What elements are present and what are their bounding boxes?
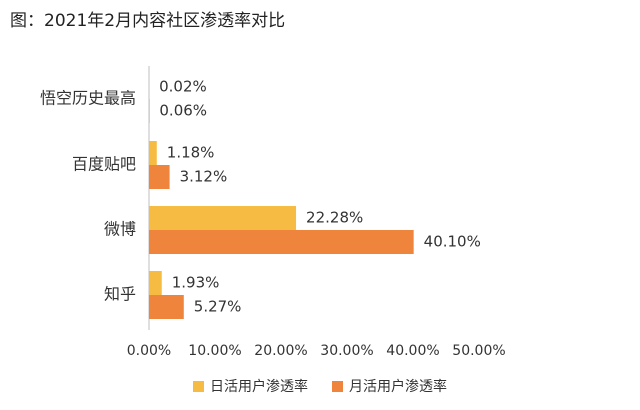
x-tick-label: 20.00%: [254, 343, 307, 359]
data-label-daily: 0.02%: [159, 78, 207, 96]
category-label: 悟空历史最高: [40, 89, 136, 108]
data-label-daily: 1.93%: [172, 274, 220, 292]
category-label: 微博: [104, 220, 136, 239]
bar-monthly: [149, 230, 414, 254]
data-label-monthly: 0.06%: [159, 102, 207, 120]
data-label-monthly: 40.10%: [424, 233, 481, 251]
bar-daily: [149, 206, 297, 230]
bar-monthly: [149, 165, 170, 189]
category-label: 知乎: [104, 285, 136, 304]
legend-label-monthly: 月活用户渗透率: [349, 379, 447, 395]
chart-title: 图：2021年2月内容社区渗透率对比: [10, 11, 286, 31]
bar-daily: [149, 141, 157, 165]
legend-swatch-monthly: [332, 380, 343, 392]
legend: 日活用户渗透率 月活用户渗透率: [0, 376, 640, 396]
data-label-daily: 22.28%: [306, 209, 363, 227]
legend-swatch-daily: [193, 380, 204, 392]
data-label-monthly: 3.12%: [180, 168, 228, 186]
data-labels: 0.02% 0.06% 1.18% 3.12% 22.28% 40.10% 1.93% 5.2…: [159, 78, 481, 316]
x-tick-labels: 0.00% 10.00% 20.00% 30.00% 40.00% 50.00%: [127, 343, 506, 359]
legend-label-daily: 日活用户渗透率: [210, 379, 308, 395]
data-label-monthly: 5.27%: [194, 298, 242, 316]
bar-daily: [149, 271, 162, 295]
category-label: 百度贴吧: [72, 155, 136, 174]
x-tick-label: 0.00%: [127, 343, 171, 359]
x-tick-label: 10.00%: [188, 343, 241, 359]
legend-item-monthly: 月活用户渗透率: [332, 376, 447, 396]
legend-item-daily: 日活用户渗透率: [193, 376, 308, 396]
bar-monthly: [149, 295, 184, 319]
x-tick-label: 30.00%: [320, 343, 373, 359]
bars: [149, 75, 414, 319]
data-label-daily: 1.18%: [167, 144, 215, 162]
x-tick-label: 40.00%: [386, 343, 439, 359]
x-tick-label: 50.00%: [452, 343, 505, 359]
